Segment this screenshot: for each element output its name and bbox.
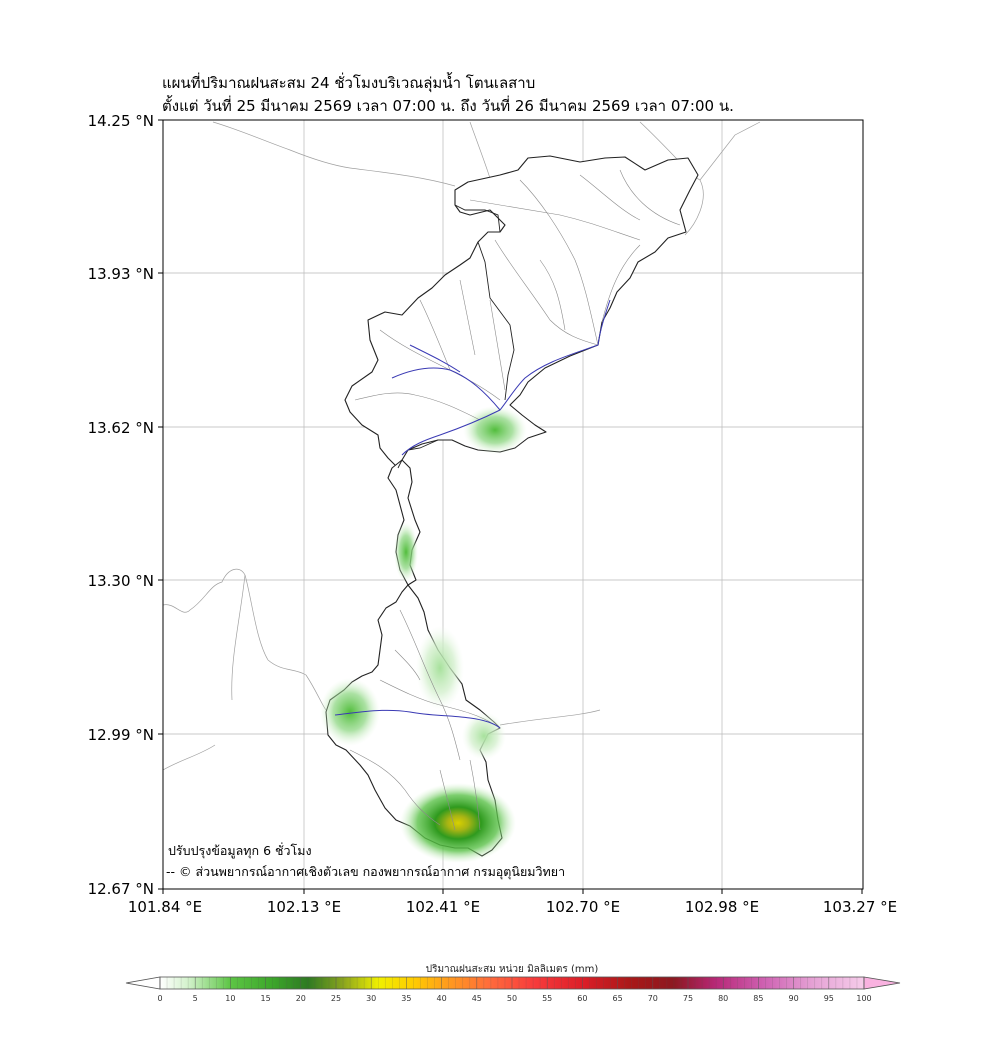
main-rivers (334, 299, 611, 729)
lon-tick: 102.98 °E (685, 898, 759, 916)
colorbar-label: 90 (789, 994, 799, 1003)
map-title: แผนที่ปริมาณฝนสะสม 24 ชั่วโมงบริเวณลุ่มน… (162, 74, 536, 92)
subbasin-boundaries (397, 204, 515, 469)
tick-marks (158, 119, 863, 894)
colorbar-label: 20 (296, 994, 306, 1003)
colorbar-label: 40 (437, 994, 447, 1003)
lon-tick: 103.27 °E (823, 898, 897, 916)
colorbar-label: 70 (648, 994, 658, 1003)
lat-tick: 13.62 °N (88, 419, 154, 437)
colorbar-label: 5 (193, 994, 198, 1003)
rain-east-area (462, 712, 506, 760)
lat-tick: 14.25 °N (88, 112, 154, 130)
longitude-labels: 101.84 °E 102.13 °E 102.41 °E 102.70 °E … (128, 898, 897, 916)
colorbar-label: 10 (225, 994, 235, 1003)
rain-north-area (463, 406, 527, 454)
colorbar-label: 100 (856, 994, 871, 1003)
rain-west-area (320, 678, 380, 746)
colorbar-label: 55 (542, 994, 552, 1003)
update-note: ปรับปรุงข้อมูลทุก 6 ชั่วโมง (168, 842, 312, 859)
rain-max-area (400, 783, 516, 863)
colorbar-label: 60 (577, 994, 587, 1003)
lon-tick: 102.41 °E (406, 898, 480, 916)
rainfall-overlay (320, 406, 527, 863)
plot-border (162, 119, 864, 890)
lat-tick: 12.99 °N (88, 726, 154, 744)
colorbar-label: 75 (683, 994, 693, 1003)
colorbar-min-arrow (125, 976, 161, 990)
colorbar-title: ปริมาณฝนสะสม หน่วย มิลลิเมตร (mm) (426, 964, 599, 975)
colorbar-label: 50 (507, 994, 517, 1003)
colorbar-label: 35 (401, 994, 411, 1003)
lat-tick: 13.93 °N (88, 265, 154, 283)
rain-central-area (416, 626, 464, 710)
lon-tick: 102.70 °E (546, 898, 620, 916)
colorbar: ปริมาณฝนสะสม หน่วย มิลลิเมตร (mm) 0 5 10 15… (125, 964, 901, 1003)
colorbar-label: 85 (753, 994, 763, 1003)
lat-tick: 12.67 °N (88, 880, 154, 898)
colorbar-label: 0 (157, 994, 162, 1003)
lon-tick: 102.13 °E (267, 898, 341, 916)
colorbar-label: 65 (613, 994, 623, 1003)
colorbar-label: 95 (824, 994, 834, 1003)
streams (349, 169, 681, 831)
map-subtitle: ตั้งแต่ วันที่ 25 มีนาคม 2569 เวลา 07:00… (162, 97, 734, 115)
colorbar-label: 15 (261, 994, 271, 1003)
latitude-labels: 14.25 °N 13.93 °N 13.62 °N 13.30 °N 12.9… (88, 112, 154, 898)
colorbar-max-arrow (863, 976, 901, 990)
lon-tick: 101.84 °E (128, 898, 202, 916)
colorbar-label: 45 (472, 994, 482, 1003)
lat-tick: 13.30 °N (88, 572, 154, 590)
colorbar-label: 25 (331, 994, 341, 1003)
colorbar-label: 30 (366, 994, 376, 1003)
colorbar-label: 80 (718, 994, 728, 1003)
rain-neck-area (394, 522, 418, 582)
credit-note: -- © ส่วนพยากรณ์อากาศเชิงตัวเลข กองพยากร… (166, 864, 565, 880)
